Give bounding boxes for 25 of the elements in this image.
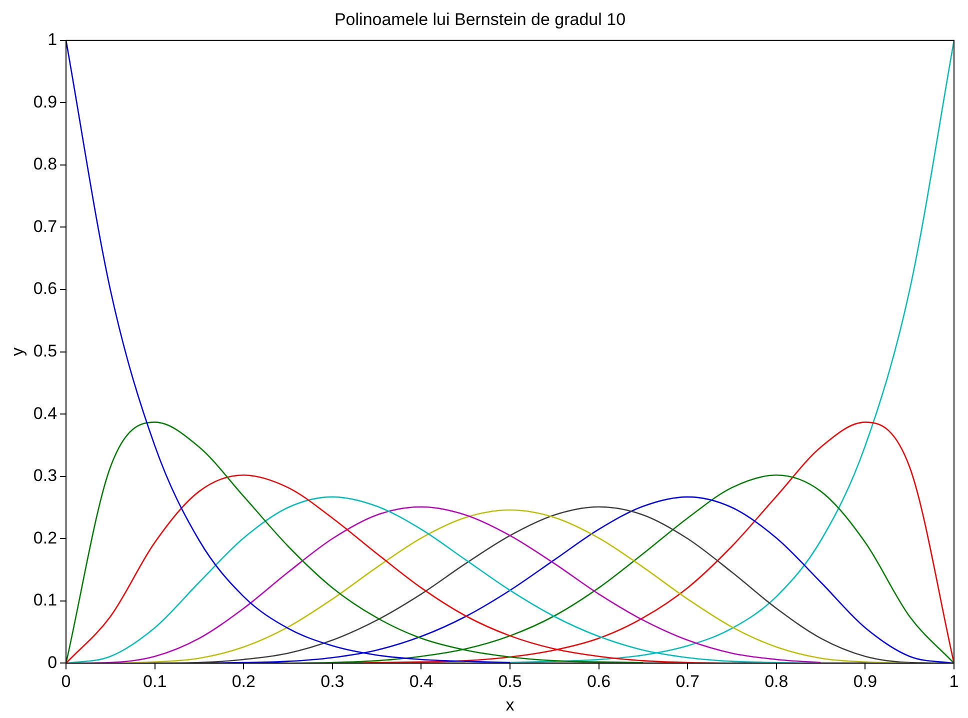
y-tick-label: 0.6 [33,279,58,298]
y-axis-title: y [8,347,27,356]
y-tick-label: 1 [48,30,58,50]
x-axis-title: x [506,695,515,714]
y-tick-label: 0.7 [33,216,58,236]
x-tick-label: 1 [949,672,959,692]
y-tick-label: 0.3 [33,466,58,486]
x-tick-label: 0.5 [498,672,522,692]
x-tick-label: 0.9 [853,672,878,692]
y-tick-label: 0.9 [33,92,58,112]
x-tick-label: 0.7 [676,672,700,692]
y-tick-label: 0.5 [33,341,58,360]
x-tick-label: 0.1 [143,672,167,692]
y-tick-label: 0.4 [33,404,58,423]
x-tick-label: 0.6 [586,672,611,692]
x-tick-label: 0.4 [409,672,434,692]
chart-title: Polinoamele lui Bernstein de gradul 10 [334,10,626,29]
y-tick-label: 0.2 [33,528,58,548]
x-tick-label: 0.3 [320,672,344,692]
x-tick-label: 0 [61,672,71,692]
y-tick-label: 0 [48,652,58,672]
y-tick-label: 0.1 [33,590,58,610]
y-tick-label: 0.8 [33,154,58,174]
x-tick-label: 0.8 [764,672,788,692]
x-tick-label: 0.2 [232,672,256,692]
